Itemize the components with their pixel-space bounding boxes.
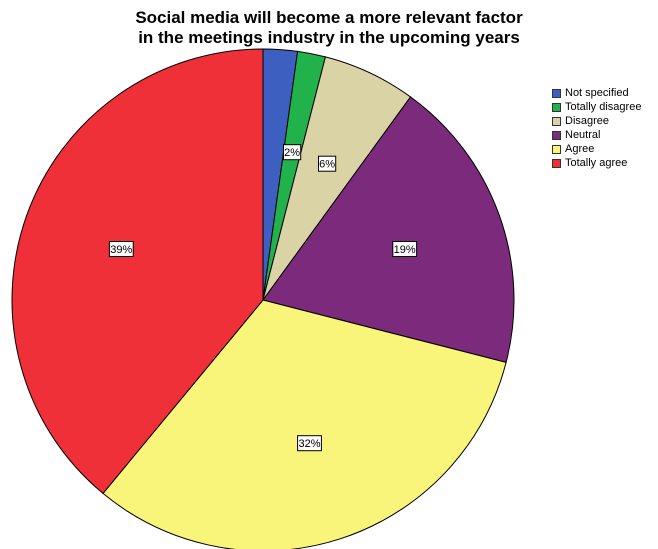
svg-text:19%: 19%: [394, 244, 416, 256]
legend-swatch-totally-disagree: [552, 102, 561, 112]
chart-title-line-1: Social media will become a more relevant…: [135, 8, 523, 27]
legend-item-agree: Agree: [552, 142, 641, 156]
svg-text:6%: 6%: [319, 159, 335, 171]
chart-legend: Not specified Totally disagree Disagree Neu…: [552, 86, 641, 170]
slice-label-neutral: 19%: [392, 241, 418, 257]
legend-item-disagree: Disagree: [552, 114, 641, 128]
slice-label-disagree: 6%: [318, 155, 337, 172]
legend-swatch-disagree: [552, 116, 561, 126]
legend-swatch-totally-agree: [552, 158, 561, 168]
legend-item-totally-disagree: Totally disagree: [552, 100, 641, 114]
chart-title-line-2: in the meetings industry in the upcoming…: [138, 28, 520, 47]
slice-label-totally-disagree: 2%: [283, 144, 302, 161]
chart-title: Social media will become a more relevant…: [0, 8, 658, 48]
legend-swatch-neutral: [552, 130, 561, 140]
svg-text:32%: 32%: [298, 438, 320, 450]
pie-slice-neutral: [262, 96, 515, 364]
pie-slice-agree: [102, 299, 507, 549]
pie-slice-totally-agree: [11, 48, 264, 495]
legend-swatch-agree: [552, 144, 561, 154]
svg-text:2%: 2%: [284, 147, 300, 159]
legend-label-agree: Agree: [565, 143, 595, 155]
slice-label-totally-agree: 39%: [108, 241, 134, 257]
legend-item-not-specified: Not specified: [552, 86, 641, 100]
svg-text:39%: 39%: [110, 244, 132, 256]
legend-label-not-specified: Not specified: [565, 87, 629, 99]
legend-label-totally-agree: Totally agree: [565, 157, 628, 169]
legend-label-disagree: Disagree: [565, 115, 610, 127]
legend-item-totally-agree: Totally agree: [552, 156, 641, 170]
legend-swatch-not-specified: [552, 88, 561, 98]
legend-label-neutral: Neutral: [565, 129, 601, 141]
slice-label-agree: 32%: [297, 435, 322, 452]
legend-label-totally-disagree: Totally disagree: [565, 101, 642, 113]
legend-item-neutral: Neutral: [552, 128, 641, 142]
